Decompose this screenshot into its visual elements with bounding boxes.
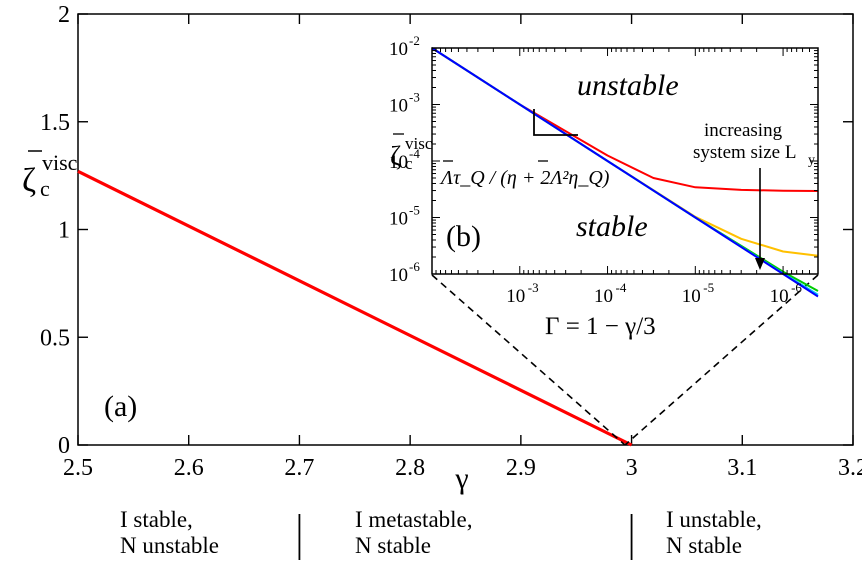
main-x-label: γ: [454, 462, 468, 495]
main-y-label-base: ζ: [22, 162, 36, 199]
regime-1-line2: N unstable: [120, 533, 220, 558]
inset-y-tick-exponent: -2: [409, 33, 420, 48]
inset-y-tick-exponent: -6: [409, 259, 420, 274]
main-series-line: [77, 169, 633, 447]
inset-x-label: Γ = 1 − γ/3: [545, 313, 656, 340]
inset-x-tick-exponent: -4: [616, 280, 627, 295]
panel-b-label: (b): [446, 220, 481, 253]
main-y-label-sup: visc: [42, 150, 78, 175]
main-y-tick-label: 1.5: [40, 110, 70, 136]
main-x-tick-label: 2.9: [506, 455, 536, 481]
regime-stable-isotropic: I stable, N unstable: [120, 507, 219, 559]
inset-y-tick-label: 10: [389, 39, 408, 60]
regime-3-line1: I unstable,: [666, 507, 762, 532]
main-y-label-sub: c: [40, 176, 50, 201]
main-y-label: ζ c visc: [22, 150, 78, 201]
main-axes: 2.5 2.6 2.7 2.8 2.9 3 3.1 3.2 0 0.5 1 1.5 2: [40, 2, 862, 481]
inset-region-unstable: unstable: [577, 69, 679, 102]
inset-y-tick-label: 10: [389, 209, 408, 230]
main-y-tick-label: 0.5: [40, 325, 70, 351]
inset-plot: 10 -3 10 -4 10 -5 10 -6 10-610-510-410-310-2 un…: [389, 33, 819, 340]
inset-y-label-sup: visc: [405, 134, 433, 153]
main-series: [77, 169, 633, 447]
inset-y-ticks: 10-610-510-410-310-2: [389, 33, 818, 286]
inset-y-tick-exponent: -3: [409, 90, 420, 105]
arrow-label-line1: increasing: [704, 120, 783, 141]
inset-y-label-base: ζ: [390, 141, 401, 171]
main-x-tick-label: 2.5: [63, 455, 93, 481]
inset-x-tick-exponent: -5: [703, 280, 714, 295]
main-y-tick-label: 1: [58, 218, 70, 244]
main-x-tick-label: 2.6: [174, 455, 204, 481]
inset-background: [432, 48, 818, 274]
inset-series: [431, 47, 819, 298]
inset-y-tick-label: 10: [389, 96, 408, 117]
inset-region-stable: stable: [576, 210, 648, 243]
panel-a-label: (a): [104, 390, 137, 423]
regime-1-line1: I stable,: [120, 507, 193, 532]
inset-x-tick-label: 10: [506, 286, 525, 307]
inset-y-tick-exponent: -5: [409, 203, 420, 218]
regime-metastable: I metastable, N stable: [355, 507, 473, 559]
main-x-tick-label: 2.7: [284, 455, 314, 481]
main-x-tick-label: 2.8: [395, 455, 425, 481]
slope-formula-text: Λτ_Q / (η + 2Λ²η_Q): [439, 167, 610, 189]
inset-connector-right: [624, 274, 819, 446]
inset-x-tick-exponent: -6: [791, 280, 802, 295]
regime-2-line2: N stable: [355, 533, 432, 558]
slope-triangle: [533, 109, 578, 136]
inset-x-tick-label: 10: [682, 286, 701, 307]
slope-formula: Λτ_Q / (η + 2Λ²η_Q): [439, 160, 610, 189]
regime-dividers: [298, 514, 633, 560]
regime-2-line1: I metastable,: [355, 507, 473, 532]
inset-connector-left: [431, 274, 626, 446]
main-y-ticks: 0 0.5 1 1.5 2: [40, 2, 853, 459]
inset-y-tick-label: 10: [389, 152, 408, 173]
inset-y-tick-exponent: -4: [409, 146, 420, 161]
inset-y-tick-label: 10: [389, 265, 408, 286]
system-size-arrowhead: [755, 258, 765, 270]
inset-x-tick-label: 10: [770, 286, 789, 307]
main-x-tick-label: 3.1: [727, 455, 757, 481]
inset-y-label-sub: c: [405, 154, 413, 173]
main-y-tick-label: 2: [58, 2, 70, 28]
arrow-label-sub: y: [808, 153, 815, 168]
regime-3-line2: N stable: [666, 533, 743, 558]
main-x-tick-label: 3: [626, 455, 638, 481]
regime-unstable-isotropic: I unstable, N stable: [666, 507, 762, 559]
inset-x-tick-exponent: -3: [528, 280, 539, 295]
inset-y-label: ζ c visc: [390, 133, 433, 173]
main-y-tick-label: 0: [58, 433, 70, 459]
arrow-label-line2: system size L: [693, 142, 796, 163]
main-x-ticks: 2.5 2.6 2.7 2.8 2.9 3 3.1 3.2: [63, 14, 862, 481]
inset-x-ticks: 10 -3 10 -4 10 -5 10 -6: [431, 48, 819, 307]
inset-series-line: [431, 47, 819, 298]
inset-x-tick-label: 10: [594, 286, 613, 307]
main-x-tick-label: 3.2: [838, 455, 862, 481]
